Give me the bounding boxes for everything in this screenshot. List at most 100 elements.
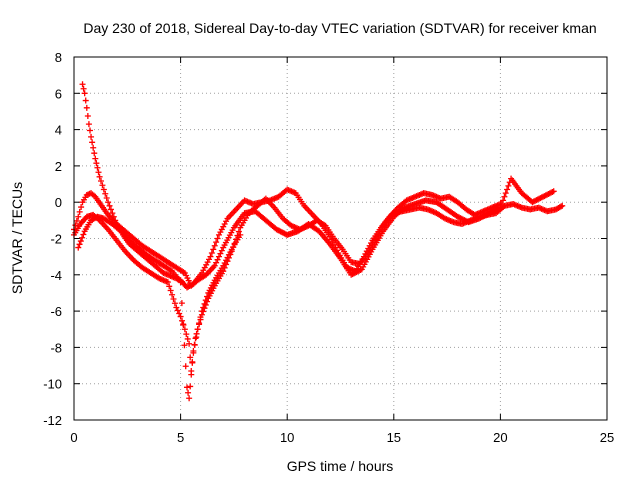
- data-point: [193, 330, 200, 337]
- x-tick-label: 25: [600, 430, 614, 445]
- data-point: [77, 238, 84, 245]
- data-point: [98, 178, 105, 185]
- data-point: [200, 308, 207, 315]
- data-point: [109, 210, 116, 217]
- data-point: [194, 326, 201, 333]
- data-point: [181, 326, 188, 333]
- y-tick-label: 8: [55, 50, 62, 65]
- data-point: [204, 298, 211, 305]
- data-point: [82, 97, 89, 104]
- data-point: [76, 241, 83, 248]
- data-point: [221, 264, 228, 271]
- data-point: [170, 296, 177, 302]
- data-point: [94, 164, 101, 171]
- data-point: [93, 160, 100, 167]
- data-point: [191, 341, 198, 348]
- data-point: [92, 155, 99, 162]
- data-point: [210, 246, 217, 253]
- data-point: [85, 121, 92, 128]
- y-tick-label: -2: [50, 232, 62, 247]
- data-point: [228, 248, 235, 255]
- data-point: [182, 363, 189, 370]
- data-point: [177, 279, 184, 286]
- data-point: [88, 133, 95, 140]
- data-point: [89, 139, 96, 146]
- data-point: [186, 340, 193, 347]
- data-point: [550, 188, 557, 195]
- data-point: [176, 310, 183, 317]
- data-point: [502, 190, 509, 197]
- data-point: [501, 193, 508, 200]
- data-point: [500, 197, 507, 204]
- data-point: [181, 342, 188, 349]
- data-point: [75, 244, 82, 251]
- data-point: [224, 258, 231, 265]
- y-tick-label: -6: [50, 304, 62, 319]
- series-track-4: [75, 195, 566, 402]
- data-point: [100, 186, 107, 193]
- y-tick-label: -8: [50, 340, 62, 355]
- data-point: [211, 262, 218, 269]
- data-point: [80, 85, 87, 92]
- x-tick-label: 15: [387, 430, 401, 445]
- data-point: [505, 182, 512, 189]
- y-tick-label: -10: [43, 377, 62, 392]
- data-point: [80, 231, 87, 238]
- data-point: [180, 321, 187, 328]
- data-point: [235, 228, 242, 235]
- data-point: [231, 240, 238, 247]
- y-tick-label: 0: [55, 195, 62, 210]
- data-point: [213, 239, 220, 246]
- data-point: [198, 311, 205, 318]
- data-point: [73, 217, 80, 224]
- data-point: [213, 259, 220, 266]
- grid-lines: [74, 57, 607, 420]
- data-point: [106, 202, 113, 209]
- y-axis-label: SDTVAR / TECUs: [9, 182, 25, 294]
- series-track-1: [79, 81, 504, 291]
- data-point: [184, 335, 191, 342]
- data-point: [217, 250, 224, 257]
- data-point: [186, 395, 193, 402]
- data-point: [78, 204, 85, 211]
- data-point: [90, 144, 97, 151]
- data-point: [223, 261, 230, 268]
- data-point: [177, 313, 184, 320]
- data-point: [227, 251, 234, 258]
- data-point: [178, 300, 185, 307]
- data-point: [214, 256, 221, 263]
- data-point: [183, 384, 190, 391]
- data-point: [83, 104, 90, 111]
- data-point: [211, 242, 218, 249]
- data-point: [75, 213, 82, 220]
- data-point: [164, 279, 171, 286]
- data-point: [196, 321, 203, 328]
- y-tick-label: 2: [55, 159, 62, 174]
- data-point: [76, 208, 83, 215]
- data-point: [185, 389, 192, 396]
- data-point: [197, 316, 204, 323]
- data-point: [173, 304, 180, 311]
- data-point: [190, 348, 197, 355]
- data-point: [167, 287, 174, 294]
- data-point: [233, 236, 240, 243]
- data-point: [102, 190, 109, 197]
- data-point: [230, 244, 237, 251]
- data-point: [107, 206, 114, 213]
- data-point: [201, 305, 208, 312]
- data-point: [208, 250, 215, 257]
- data-point: [79, 234, 86, 241]
- x-axis-label: GPS time / hours: [287, 458, 394, 474]
- x-tick-label: 10: [280, 430, 294, 445]
- data-point: [357, 267, 364, 274]
- data-point: [166, 283, 173, 290]
- data-point: [207, 253, 214, 260]
- data-point: [218, 247, 225, 254]
- y-tick-label: 4: [55, 123, 62, 138]
- data-point: [183, 331, 190, 338]
- data-point: [174, 307, 181, 314]
- data-point: [95, 169, 102, 176]
- data-point: [202, 301, 209, 308]
- data-points: [71, 81, 566, 402]
- data-point: [72, 222, 79, 229]
